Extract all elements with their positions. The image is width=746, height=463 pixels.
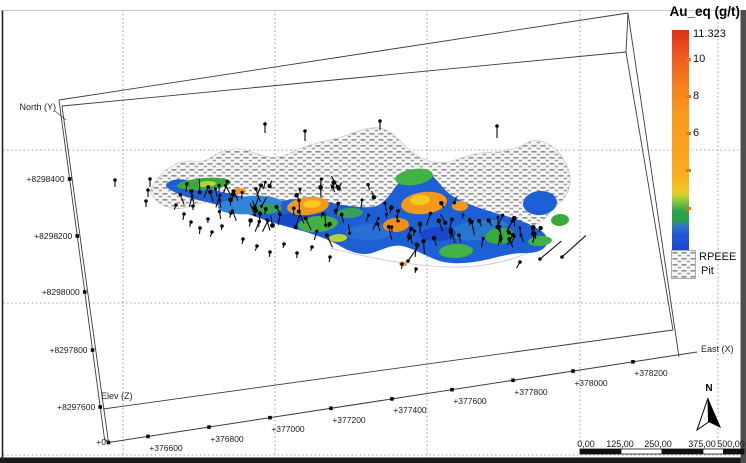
- east-tick-label: +376800: [210, 433, 244, 444]
- north-tick-label: +8298400: [26, 174, 65, 184]
- pit-legend-label-line1: RPEEE: [699, 251, 737, 263]
- elev-axis-title: Elev (Z): [101, 391, 133, 401]
- colorbar: [672, 30, 689, 250]
- colorbar-notch: [686, 57, 691, 61]
- scale-bar-label: 250,00: [644, 439, 672, 449]
- colorbar-tick-label: 6: [693, 127, 700, 139]
- east-tick-label: +377400: [393, 405, 427, 416]
- colorbar-tick-label: 8: [693, 90, 700, 102]
- east-tick-label: +377000: [271, 424, 305, 435]
- colorbar-notch: [686, 206, 691, 210]
- east-tick-label: +377200: [332, 414, 366, 425]
- east-tick-label: +376600: [149, 442, 183, 453]
- colorbar-tick-label: 10: [693, 53, 706, 65]
- east-tick-label: +377800: [514, 386, 548, 397]
- east-tick-label: +377600: [453, 396, 487, 407]
- north-tick-label: +8298200: [34, 231, 73, 241]
- elev-tick-label: +0: [96, 437, 106, 447]
- compass-north-label: N: [705, 383, 713, 394]
- north-tick-label: +8298000: [41, 287, 80, 297]
- colorbar-tick-label: 11.323: [693, 28, 726, 40]
- colorbar-title: Au_eq (g/t): [669, 4, 741, 19]
- north-axis-title: North (Y): [19, 102, 56, 112]
- pit-legend-swatch: [671, 250, 696, 279]
- pit-legend-label-line2: Pit: [701, 265, 714, 277]
- north-tick-label: +8297600: [57, 402, 96, 412]
- scale-bar-label: 375,00: [688, 439, 716, 449]
- colorbar-notch: [686, 168, 691, 172]
- colorbar-notch: [686, 131, 691, 135]
- east-tick-label: +378000: [574, 377, 608, 388]
- colorbar-notch: [686, 94, 691, 98]
- scale-bar-label: 0,00: [577, 439, 595, 449]
- north-tick-label: +8297800: [49, 345, 88, 355]
- east-tick-label: +378200: [634, 368, 668, 379]
- east-axis-title: East (X): [701, 344, 734, 354]
- scale-bar-label: 500,00: [717, 439, 745, 449]
- scale-bar-label: 125,00: [606, 439, 634, 449]
